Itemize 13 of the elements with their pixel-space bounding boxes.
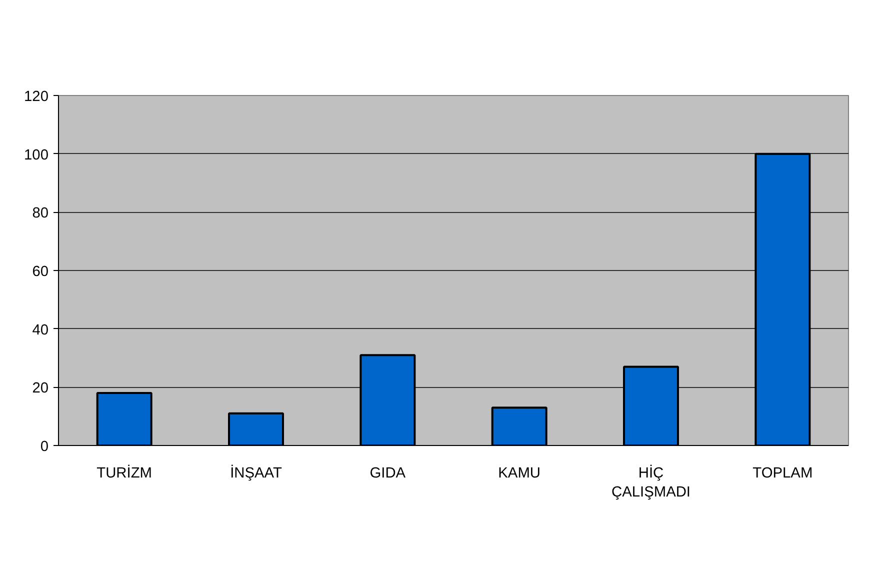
y-tick-label: 40 bbox=[32, 322, 49, 338]
y-tick-label: 20 bbox=[32, 380, 49, 397]
y-tick-label: 0 bbox=[40, 439, 49, 455]
x-tick-label: GIDA bbox=[370, 466, 406, 482]
x-tick-label: KAMU bbox=[498, 466, 541, 482]
x-tick-label: TURİZM bbox=[96, 464, 152, 482]
x-tick-label: İNŞAAT bbox=[230, 464, 282, 482]
y-tick-label: 120 bbox=[24, 89, 49, 105]
y-tick-label: 60 bbox=[32, 264, 49, 280]
x-tick-label: HİÇ ÇALIŞMADI bbox=[612, 464, 690, 501]
y-tick-label: 100 bbox=[24, 147, 49, 164]
y-tick-label: 80 bbox=[32, 206, 49, 222]
x-tick-label: TOPLAM bbox=[752, 466, 813, 482]
